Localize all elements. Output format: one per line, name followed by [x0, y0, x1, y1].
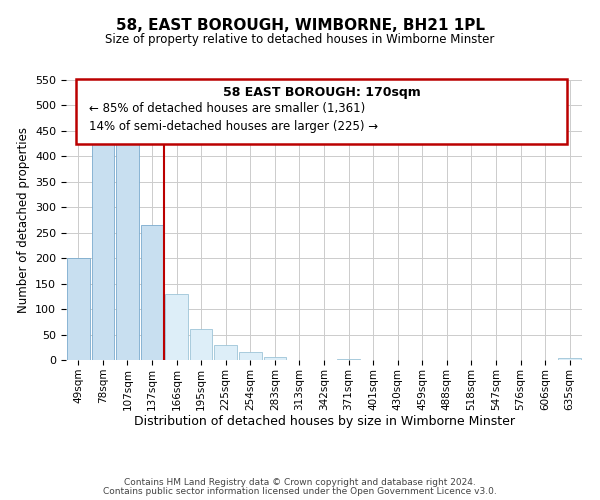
Bar [214, 344, 237, 360]
FancyBboxPatch shape [76, 78, 566, 144]
Text: 58, EAST BOROUGH, WIMBORNE, BH21 1PL: 58, EAST BOROUGH, WIMBORNE, BH21 1PL [115, 18, 485, 32]
Bar [239, 352, 262, 360]
Bar [92, 131, 114, 360]
Bar [263, 358, 286, 360]
X-axis label: Distribution of detached houses by size in Wimborne Minster: Distribution of detached houses by size … [133, 416, 515, 428]
Bar [140, 225, 163, 360]
Text: Size of property relative to detached houses in Wimborne Minster: Size of property relative to detached ho… [106, 32, 494, 46]
Bar [337, 359, 360, 360]
Text: 14% of semi-detached houses are larger (225) →: 14% of semi-detached houses are larger (… [89, 120, 379, 133]
Bar [559, 358, 581, 360]
Text: Contains public sector information licensed under the Open Government Licence v3: Contains public sector information licen… [103, 487, 497, 496]
Bar [190, 330, 212, 360]
Bar [165, 294, 188, 360]
Text: 58 EAST BOROUGH: 170sqm: 58 EAST BOROUGH: 170sqm [223, 86, 420, 98]
Y-axis label: Number of detached properties: Number of detached properties [17, 127, 29, 313]
Text: Contains HM Land Registry data © Crown copyright and database right 2024.: Contains HM Land Registry data © Crown c… [124, 478, 476, 487]
Bar [116, 140, 139, 360]
Bar [67, 258, 89, 360]
Text: ← 85% of detached houses are smaller (1,361): ← 85% of detached houses are smaller (1,… [89, 102, 365, 116]
